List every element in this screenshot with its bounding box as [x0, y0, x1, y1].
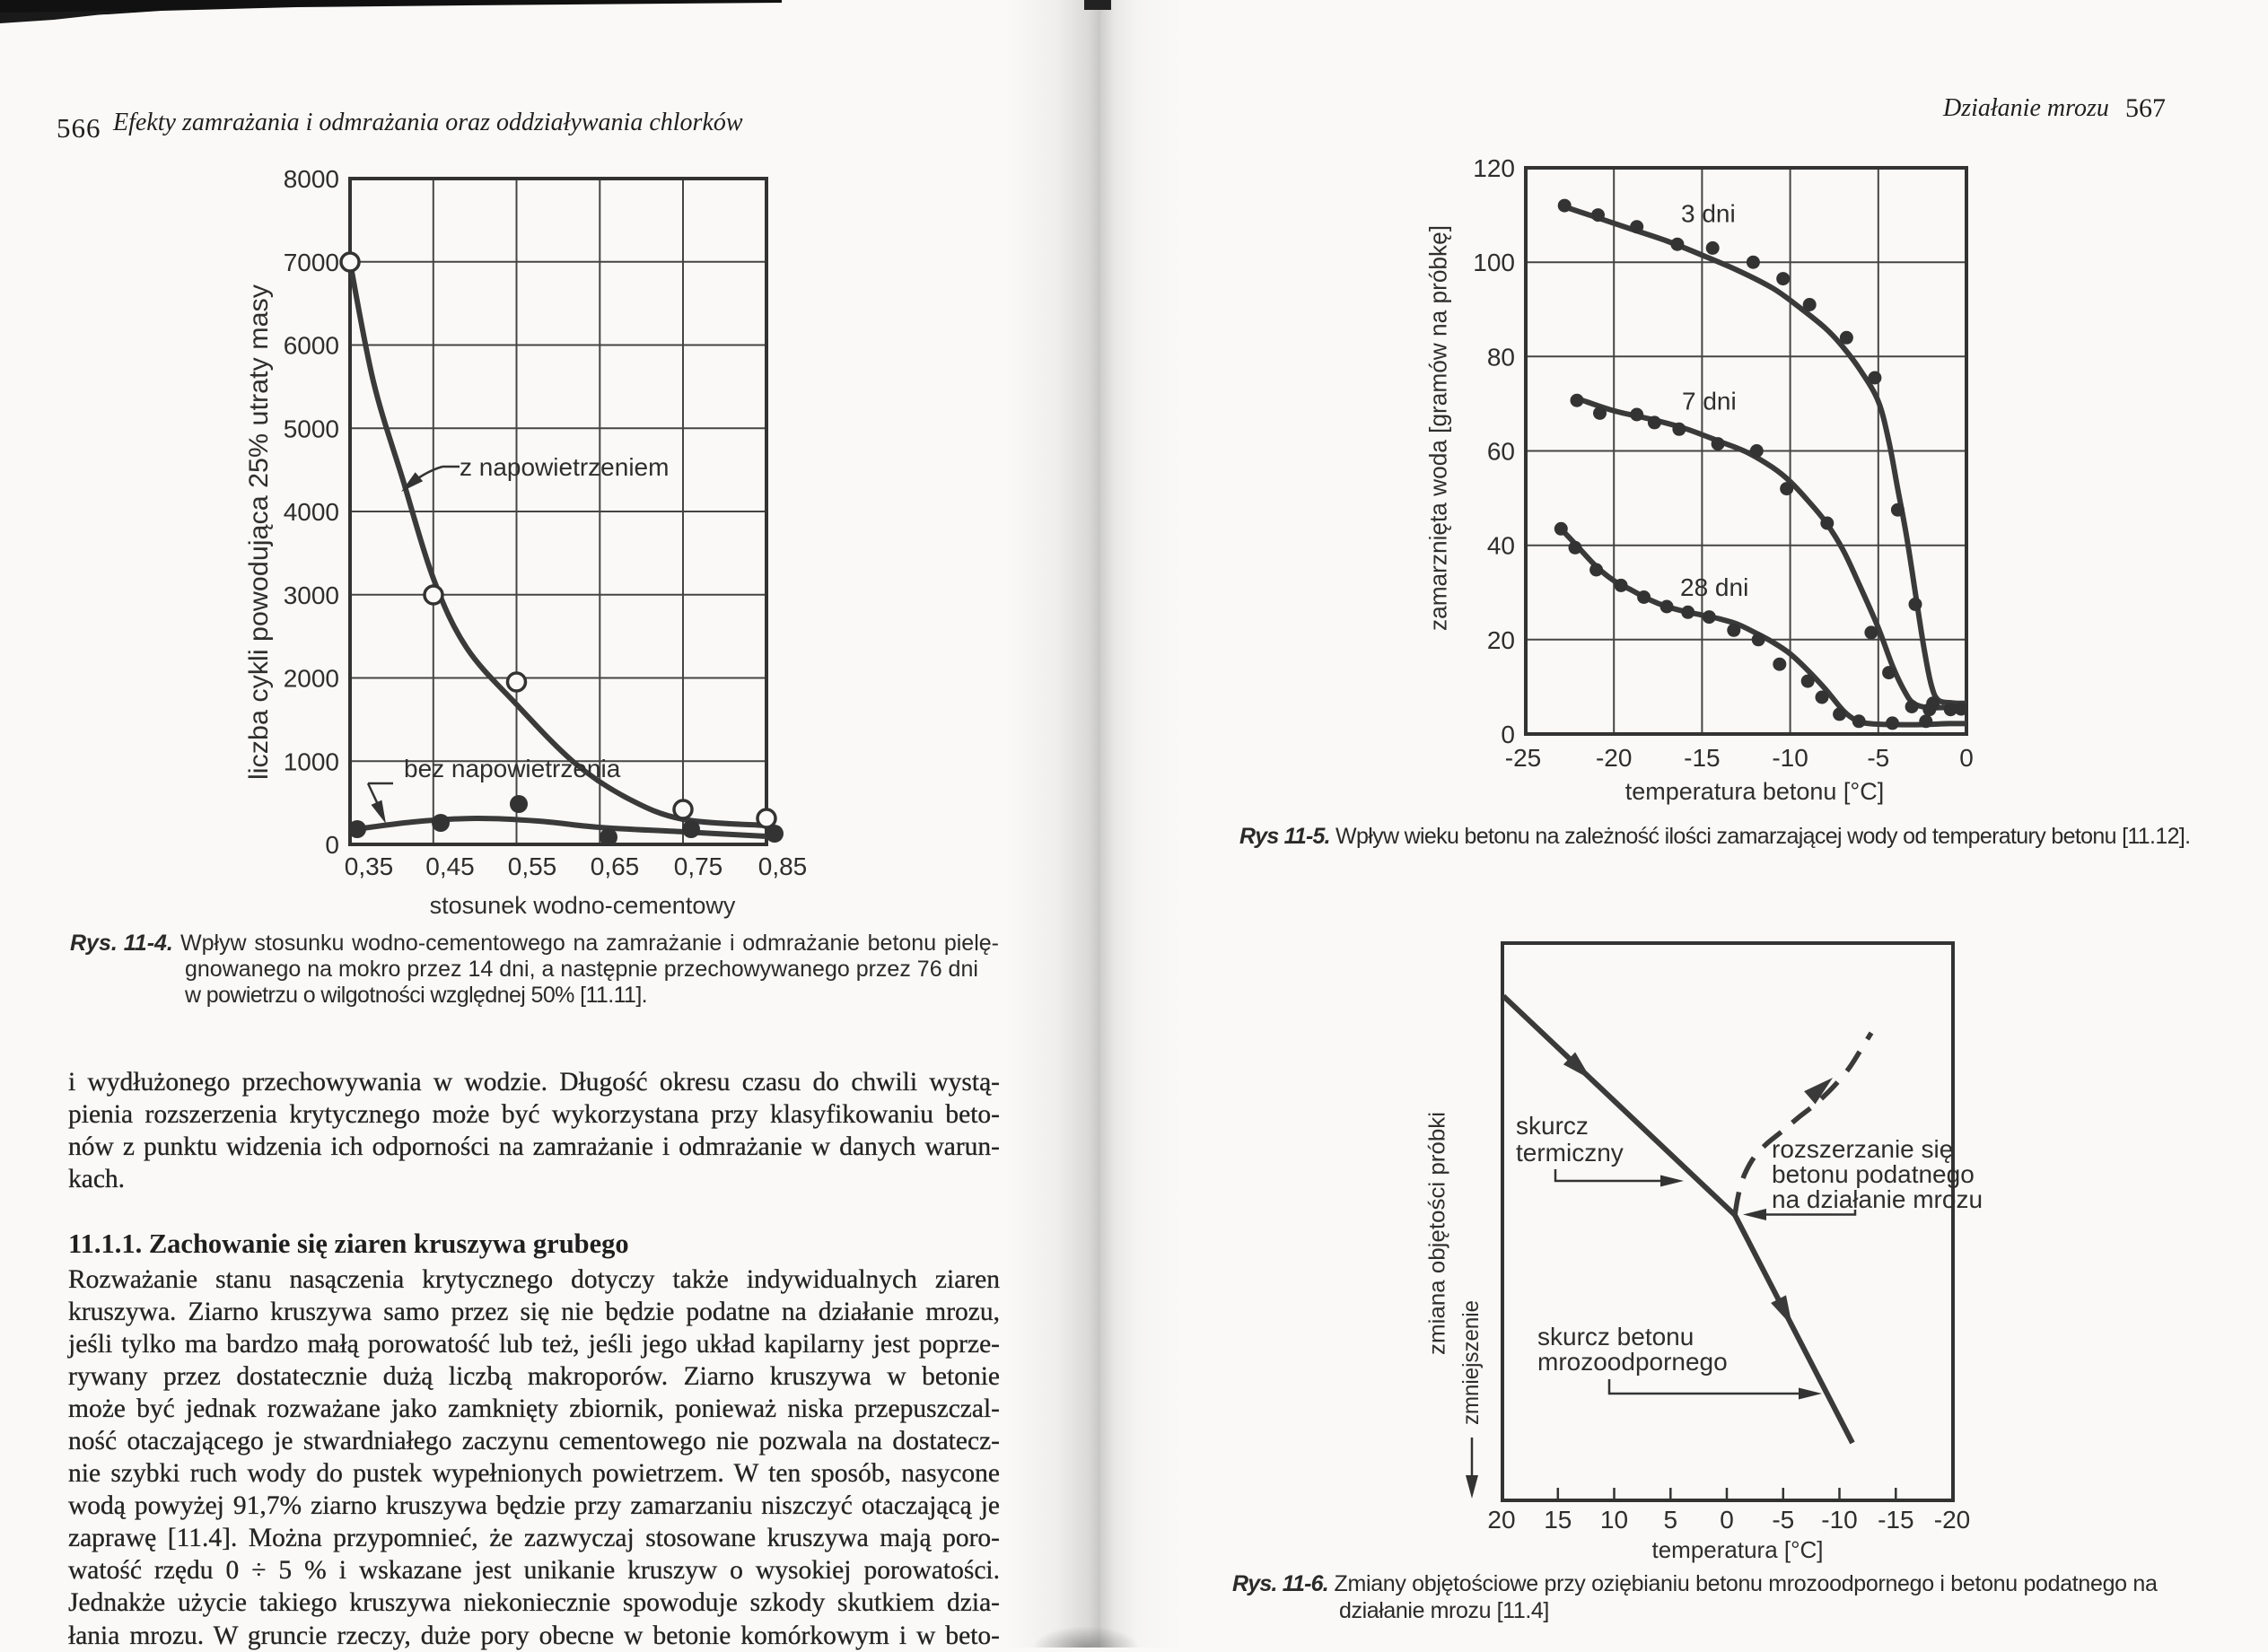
- svg-text:0: 0: [1501, 721, 1515, 748]
- svg-text:1000: 1000: [284, 747, 339, 775]
- svg-text:7000: 7000: [284, 249, 339, 276]
- svg-text:bez napowietrzenia: bez napowietrzenia: [404, 755, 621, 782]
- svg-text:zmniejszenie: zmniejszenie: [1458, 1300, 1484, 1425]
- svg-text:-5: -5: [1772, 1506, 1794, 1534]
- svg-text:-25: -25: [1505, 744, 1541, 772]
- svg-text:0,35: 0,35: [345, 852, 394, 880]
- svg-text:stosunek wodno-cementowy: stosunek wodno-cementowy: [430, 892, 736, 919]
- svg-text:4000: 4000: [284, 498, 339, 526]
- svg-text:rozszerzanie się: rozszerzanie się: [1772, 1135, 1953, 1163]
- svg-text:28 dni: 28 dni: [1680, 573, 1748, 601]
- svg-text:temperatura betonu [°C]: temperatura betonu [°C]: [1625, 778, 1884, 805]
- svg-text:0,55: 0,55: [508, 852, 557, 880]
- svg-text:-15: -15: [1878, 1506, 1913, 1534]
- svg-text:0,65: 0,65: [591, 852, 640, 880]
- svg-text:0: 0: [1959, 744, 1974, 772]
- svg-text:0,45: 0,45: [425, 852, 475, 880]
- svg-text:-20: -20: [1596, 744, 1632, 772]
- svg-text:temperatura [°C]: temperatura [°C]: [1651, 1536, 1823, 1563]
- svg-text:zmiana objętości próbki: zmiana objętości próbki: [1425, 1112, 1450, 1355]
- svg-text:skurcz betonu: skurcz betonu: [1537, 1323, 1694, 1350]
- svg-text:zamarznięta woda [gramów na pr: zamarznięta woda [gramów na próbkę]: [1425, 225, 1452, 631]
- svg-text:skurcz: skurcz: [1516, 1112, 1589, 1140]
- svg-text:20: 20: [1487, 626, 1515, 654]
- svg-text:-20: -20: [1934, 1506, 1970, 1534]
- svg-text:120: 120: [1473, 154, 1515, 182]
- svg-text:0,85: 0,85: [758, 852, 808, 880]
- svg-text:80: 80: [1487, 343, 1515, 371]
- svg-text:liczba cykli powodująca 25% ut: liczba cykli powodująca 25% utraty masy: [244, 284, 274, 780]
- svg-text:3 dni: 3 dni: [1681, 200, 1736, 228]
- svg-text:betonu podatnego: betonu podatnego: [1772, 1160, 1975, 1188]
- svg-text:40: 40: [1487, 532, 1515, 560]
- svg-text:-10: -10: [1772, 744, 1808, 772]
- svg-text:-5: -5: [1867, 744, 1889, 772]
- svg-text:-15: -15: [1684, 744, 1720, 772]
- svg-text:60: 60: [1487, 438, 1515, 466]
- svg-text:0,75: 0,75: [674, 852, 723, 880]
- svg-text:3000: 3000: [284, 581, 339, 609]
- svg-text:15: 15: [1544, 1506, 1572, 1534]
- svg-text:20: 20: [1487, 1506, 1515, 1534]
- svg-text:5000: 5000: [284, 415, 339, 442]
- svg-text:7 dni: 7 dni: [1682, 388, 1737, 415]
- svg-text:100: 100: [1473, 249, 1515, 276]
- svg-text:5: 5: [1664, 1506, 1678, 1534]
- svg-text:termiczny: termiczny: [1516, 1139, 1624, 1167]
- svg-text:na działanie mrozu: na działanie mrozu: [1772, 1185, 1983, 1213]
- svg-text:0: 0: [1720, 1506, 1734, 1534]
- svg-text:z napowietrzeniem: z napowietrzeniem: [460, 453, 669, 481]
- svg-text:-10: -10: [1821, 1506, 1857, 1534]
- svg-text:8000: 8000: [284, 165, 339, 193]
- svg-text:0: 0: [325, 831, 339, 859]
- svg-text:mrozoodpornego: mrozoodpornego: [1537, 1348, 1728, 1376]
- svg-text:6000: 6000: [284, 332, 339, 360]
- svg-text:10: 10: [1600, 1506, 1628, 1534]
- svg-text:2000: 2000: [284, 665, 339, 693]
